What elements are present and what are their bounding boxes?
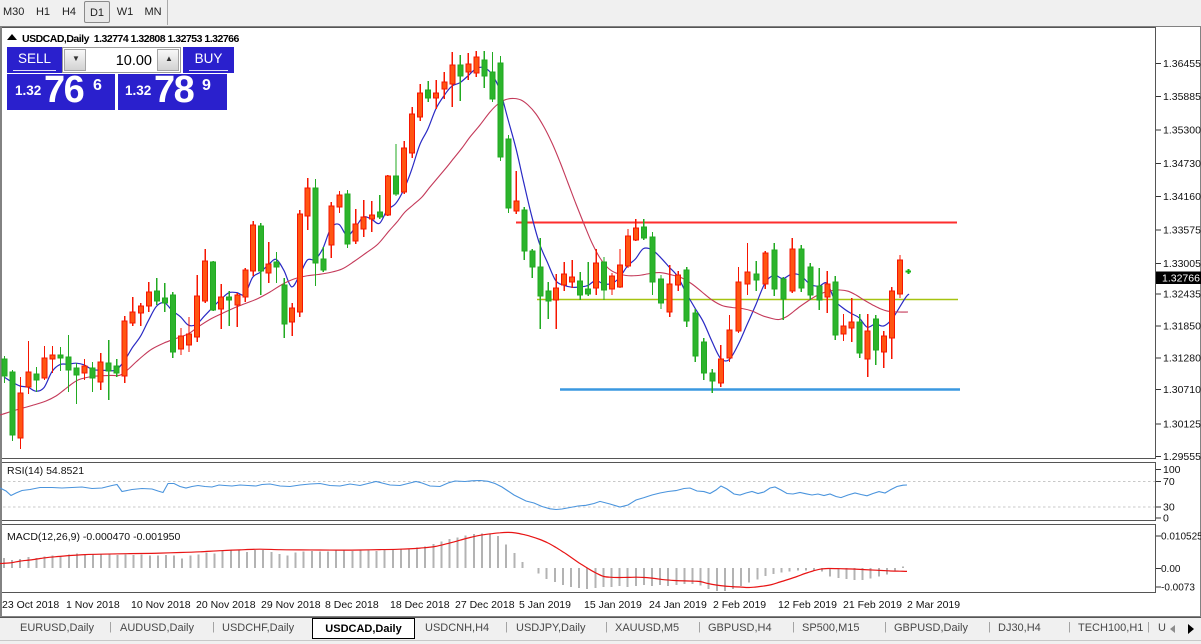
svg-text:-0.0073: -0.0073 [1161, 582, 1195, 593]
svg-text:1.29555: 1.29555 [1163, 451, 1201, 463]
svg-text:1 Nov 2018: 1 Nov 2018 [66, 599, 120, 611]
svg-text:RSI(14) 54.8521: RSI(14) 54.8521 [7, 465, 84, 477]
svg-text:1.35300: 1.35300 [1163, 124, 1201, 136]
svg-text:12 Feb 2019: 12 Feb 2019 [778, 599, 837, 611]
svg-text:1.30710: 1.30710 [1163, 384, 1201, 396]
svg-text:1.35885: 1.35885 [1163, 91, 1201, 103]
svg-text:0: 0 [1163, 513, 1169, 525]
svg-text:10 Nov 2018: 10 Nov 2018 [131, 599, 191, 611]
svg-text:0.010525: 0.010525 [1161, 531, 1201, 542]
svg-text:5 Jan 2019: 5 Jan 2019 [519, 599, 571, 611]
svg-text:1.31280: 1.31280 [1163, 353, 1201, 365]
svg-text:0.00: 0.00 [1161, 564, 1181, 575]
svg-text:MACD(12,26,9) -0.000470 -0.001: MACD(12,26,9) -0.000470 -0.001950 [7, 531, 181, 543]
svg-text:21 Feb 2019: 21 Feb 2019 [843, 599, 902, 611]
svg-text:24 Jan 2019: 24 Jan 2019 [649, 599, 707, 611]
svg-text:30: 30 [1163, 501, 1175, 513]
svg-text:2 Feb 2019: 2 Feb 2019 [713, 599, 766, 611]
svg-text:70: 70 [1163, 476, 1175, 488]
svg-text:1.33575: 1.33575 [1163, 225, 1201, 237]
svg-text:1.34160: 1.34160 [1163, 191, 1201, 203]
svg-text:1.32435: 1.32435 [1163, 289, 1201, 301]
svg-text:29 Nov 2018: 29 Nov 2018 [261, 599, 321, 611]
svg-text:1.30125: 1.30125 [1163, 418, 1201, 430]
svg-text:1.34730: 1.34730 [1163, 158, 1201, 170]
svg-text:1.36455: 1.36455 [1163, 58, 1201, 70]
svg-text:2 Mar 2019: 2 Mar 2019 [907, 599, 960, 611]
svg-text:1.31850: 1.31850 [1163, 320, 1201, 332]
svg-text:23 Oct 2018: 23 Oct 2018 [2, 599, 59, 611]
svg-text:20 Nov 2018: 20 Nov 2018 [196, 599, 256, 611]
svg-text:18 Dec 2018: 18 Dec 2018 [390, 599, 450, 611]
svg-text:8 Dec 2018: 8 Dec 2018 [325, 599, 379, 611]
svg-text:27 Dec 2018: 27 Dec 2018 [455, 599, 515, 611]
svg-text:100: 100 [1163, 464, 1181, 476]
svg-text:1.33005: 1.33005 [1163, 258, 1201, 270]
svg-text:15 Jan 2019: 15 Jan 2019 [584, 599, 642, 611]
svg-text:1.32766: 1.32766 [1162, 273, 1200, 285]
